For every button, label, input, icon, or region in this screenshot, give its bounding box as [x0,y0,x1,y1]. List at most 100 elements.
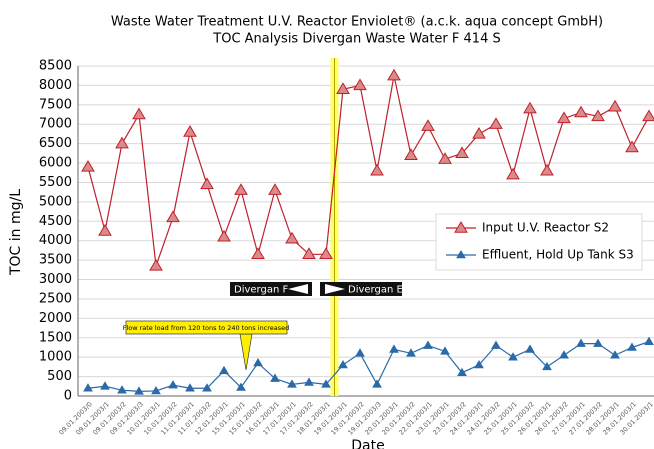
data-point [542,361,552,371]
annotation: Flow rate load from 120 tons to 240 tons… [123,324,290,332]
data-point [525,344,535,353]
data-point [302,247,316,259]
data-point [285,231,299,244]
data-point [608,99,622,112]
data-point [81,159,95,172]
annotation: Divergan F [234,285,288,296]
chart-title: Waste Water Treatment U.V. Reactor Envio… [111,15,603,30]
data-point [576,338,586,347]
y-tick-label: 8000 [39,78,72,93]
data-point [642,109,654,122]
data-point [423,340,433,349]
annotation-box [230,282,312,296]
data-point [200,177,214,190]
legend-marker [454,221,468,233]
data-point [389,344,399,353]
y-tick-label: 0 [64,389,72,404]
data-point [421,119,435,131]
data-point [168,380,178,389]
data-point [506,167,520,180]
data-point [304,377,314,386]
data-point [591,109,605,122]
data-point [372,379,382,388]
data-point [132,107,146,120]
data-point [370,163,384,176]
y-tick-label: 5000 [39,194,72,209]
data-point [540,163,554,176]
y-tick-label: 7000 [39,117,72,132]
data-point [610,350,620,359]
y-tick-label: 3000 [39,272,72,287]
annotation-pointer [239,333,253,371]
data-point [557,111,571,124]
data-point [574,105,588,118]
data-point [336,82,350,94]
data-point [219,365,229,375]
data-point [455,146,469,159]
data-point [151,385,161,395]
y-axis-label: TOC in mg/L [8,189,24,276]
data-point [185,383,195,392]
data-point [625,140,639,153]
arrow [288,284,308,294]
data-point [268,183,282,195]
y-tick-label: 4500 [39,214,72,229]
data-point [270,373,280,382]
data-point [472,126,486,139]
data-point [287,379,297,388]
data-point [149,258,163,271]
data-point [251,247,265,259]
data-point [166,210,180,223]
y-tick-label: 4000 [39,233,72,248]
data-point [523,101,537,114]
legend-marker [456,250,466,259]
legend-label: Effluent, Hold Up Tank S3 [482,248,634,262]
y-tick-label: 2500 [39,291,72,306]
data-point [117,385,127,394]
data-point [355,348,365,357]
data-point [236,382,246,391]
y-tick-label: 3500 [39,253,72,268]
data-point [98,224,112,236]
data-point [438,152,452,164]
chart-subtitle: TOC Analysis Divergan Waste Water F 414 … [212,32,500,47]
data-point [491,340,501,349]
data-point [321,379,331,388]
data-point [338,359,348,369]
data-point [406,348,416,357]
annotation: Divergan EF [348,285,409,296]
data-point [234,183,248,195]
data-point [508,352,518,361]
data-point [217,229,231,242]
data-point [387,68,401,81]
y-tick-label: 1500 [39,330,72,345]
legend-label: Input U.V. Reactor S2 [482,221,609,235]
arrow [325,284,345,294]
y-tick-label: 5500 [39,175,72,190]
series-line [87,75,650,267]
data-point [202,383,212,392]
annotation-box [320,282,402,296]
data-point [83,383,93,392]
y-tick-label: 6500 [39,136,72,151]
data-point [115,136,129,149]
data-point [404,148,418,160]
data-point [253,358,263,367]
y-tick-label: 6000 [39,156,72,171]
y-tick-label: 8500 [39,59,72,74]
y-tick-label: 500 [47,369,72,384]
data-point [353,78,367,91]
data-point [457,367,467,377]
data-point [593,338,603,347]
x-axis-label: Date [351,438,384,449]
y-tick-label: 2000 [39,311,72,326]
data-point [100,381,110,390]
data-point [134,386,144,395]
data-point [559,350,569,359]
y-tick-label: 1000 [39,350,72,365]
data-point [319,247,333,259]
legend [435,213,643,271]
series-line [87,341,650,392]
data-point [489,117,503,129]
